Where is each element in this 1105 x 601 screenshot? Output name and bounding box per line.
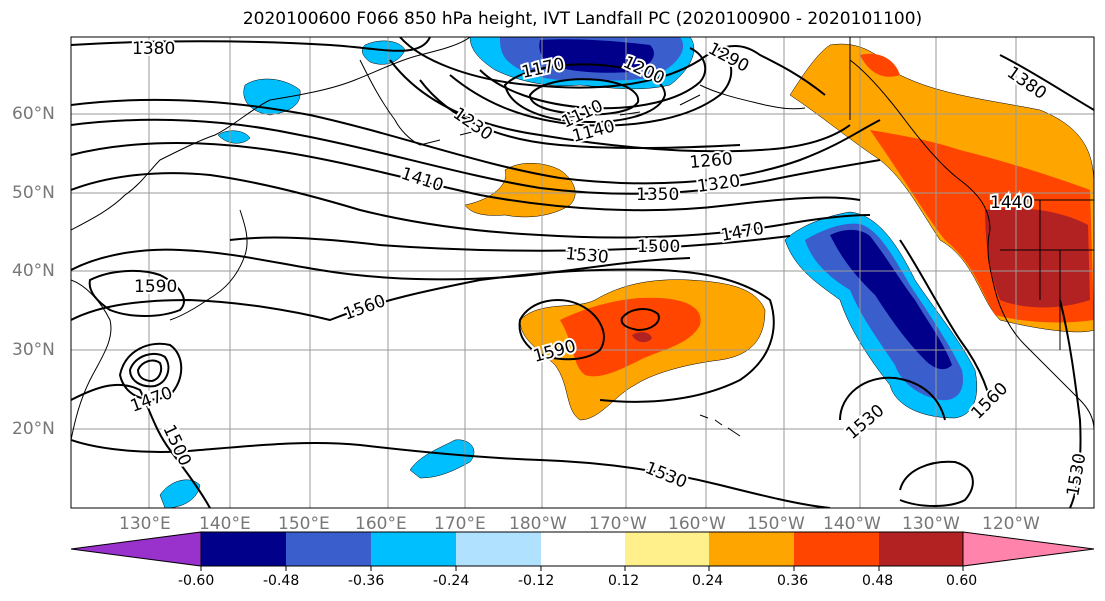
colorbar-tick: -0.36 [348,573,385,589]
contour-1230 [419,79,741,150]
shade-positive-northamerica-core [985,208,1090,308]
lat-label: 60°N [12,104,55,124]
colorbar-segment [456,532,541,566]
lon-label: 130°W [902,514,960,534]
contour-1350 [71,118,881,195]
colorbar-segment [201,532,286,566]
shade-positive-small-north [860,53,900,77]
shade-negative-southwest [159,479,201,508]
contour-ring-se [899,460,974,507]
contour-1530 [71,248,691,281]
colorbar-segment [541,532,625,566]
lon-label: 140°E [199,514,251,534]
contour-1410 [71,142,861,212]
contour-1470-low [118,342,183,401]
lon-label: 150°E [278,514,330,534]
lat-label: 50°N [12,183,55,203]
contour-1560-east [899,239,991,401]
contour-1470 [71,172,871,239]
contour-1380 [71,37,431,52]
colorbar-extend-high [962,531,1095,567]
lon-label: 150°W [747,514,805,534]
coast-aleutian-chain [419,94,701,146]
map-title: 2020100600 F066 850 hPa height, IVT Land… [242,9,923,29]
lon-label: 170°W [589,514,647,534]
coast-japan [169,209,248,321]
contour-label: 1260 [689,149,734,173]
coastlines [71,37,1094,441]
contour-1320 [71,98,881,185]
lat-label: 40°N [12,261,55,281]
contour-1530-far-east [1059,299,1082,508]
colorbar-tick: -0.12 [518,573,555,589]
contour-label: 1440 [990,193,1033,213]
lat-label: 20°N [12,419,55,439]
lon-label: 180°W [509,514,567,534]
contour-1380-east [999,54,1094,111]
contour-label: 1500 [637,237,680,257]
coast-hawaii [699,414,741,437]
contour-1560 [71,268,775,403]
colorbar-tick: 0.48 [862,573,894,589]
colorbar-extend-low [70,531,202,567]
colorbar-tick: -0.48 [263,573,300,589]
contour-label: 1380 [132,39,175,59]
colorbar-segment [709,532,794,566]
colorbar-segment [371,532,456,566]
contour-low-ring1 [128,352,170,388]
colorbar-segment [286,532,371,566]
colorbar-segment [879,532,963,566]
contour-1290 [399,37,826,96]
contour-label: 1350 [636,185,679,205]
lon-label: 140°W [823,514,881,534]
contour-1140-ring [503,63,667,124]
contour-label: 1590 [134,277,177,297]
contour-1110-ring [528,78,640,116]
contour-1200 [449,49,733,127]
lon-label: 130°E [119,514,171,534]
colorbar-tick: 0.24 [692,573,724,589]
shade-negative-okhotsk2 [217,130,251,144]
coast-kamchatka [359,59,421,146]
contour-1500 [229,235,791,252]
shade-positive-central-core [632,332,652,343]
contour-1590-central [518,299,605,361]
state-lines [1000,199,1094,350]
colorbar-segment [794,532,879,566]
height-contours [71,37,1094,508]
colorbar-tick: 0.36 [777,573,809,589]
lon-label: 120°W [982,514,1040,534]
colorbar-tick: 0.12 [608,573,640,589]
map-panel [71,37,1094,508]
colorbar-segment [625,532,709,566]
contour-1590-small [620,308,660,332]
lat-label: 30°N [12,340,55,360]
map-frame [70,36,1095,509]
contour-low-ring2 [136,359,163,383]
colorbar-tick: -0.24 [433,573,470,589]
contour-1530-east [839,376,946,421]
colorbar-tick: -0.60 [178,573,215,589]
lon-label: 160°W [668,514,726,534]
contour-1500-south [71,383,211,508]
coast-northamerica [849,59,1094,431]
coast-alaska [699,84,806,110]
contour-1590 [88,269,185,317]
lon-label: 160°E [355,514,407,534]
contour-label: 1530 [565,244,610,268]
colorbar-tick: 0.60 [946,573,978,589]
coast-asia [71,37,471,231]
colorbar [70,531,1095,571]
contour-1530-south [71,439,831,508]
lon-label: 170°E [434,514,486,534]
